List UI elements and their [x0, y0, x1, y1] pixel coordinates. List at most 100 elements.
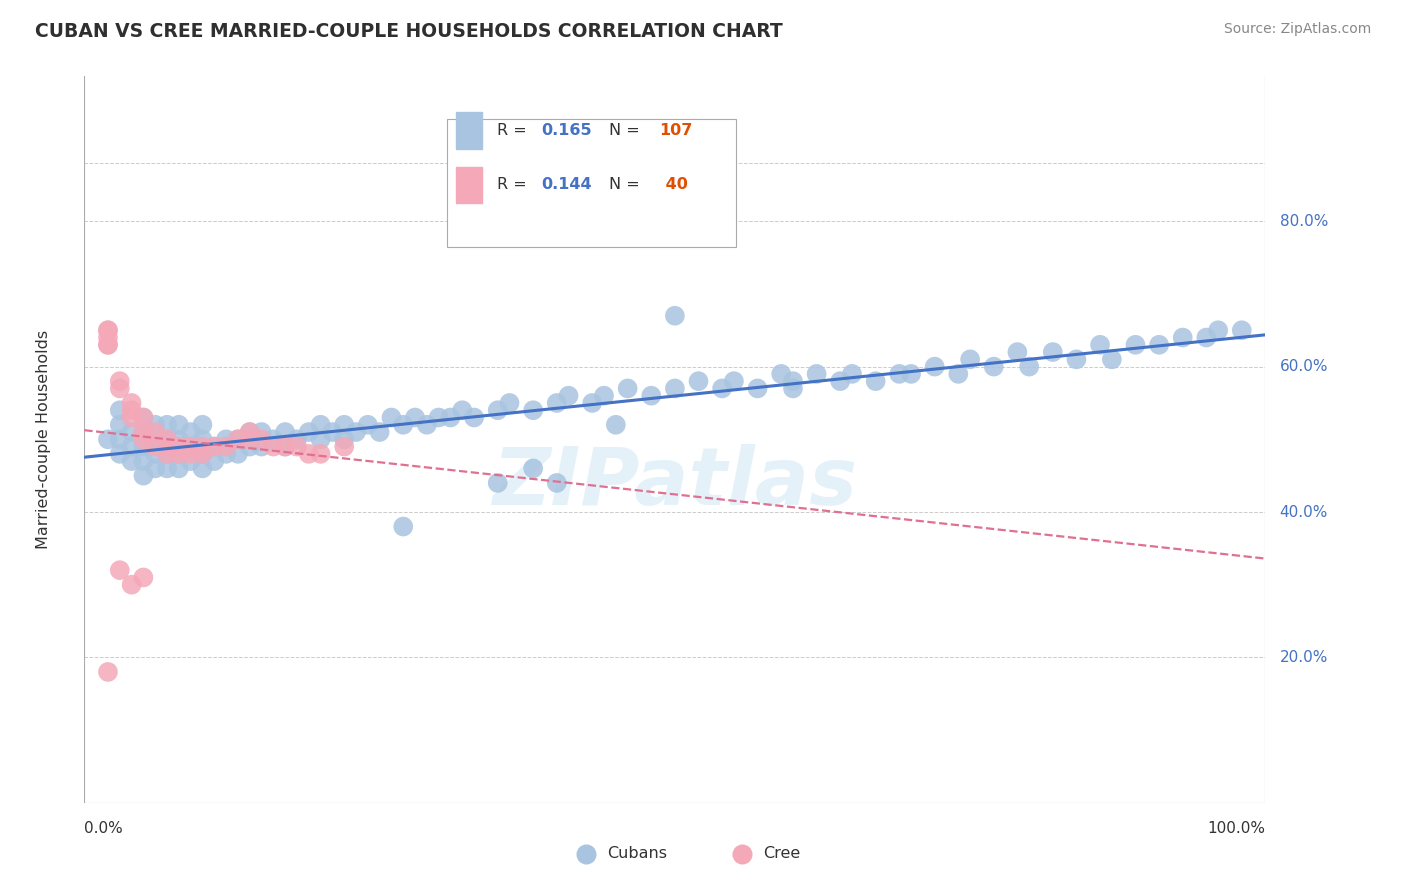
Point — [239, 440, 262, 454]
Point — [143, 440, 166, 454]
Point — [1195, 330, 1218, 344]
Point — [121, 578, 143, 592]
Point — [463, 410, 485, 425]
Point — [108, 417, 131, 432]
Point — [132, 425, 155, 439]
Point — [451, 403, 474, 417]
Point — [121, 454, 143, 468]
Point — [202, 440, 225, 454]
Point — [191, 447, 214, 461]
Point — [132, 425, 155, 439]
Point — [121, 440, 143, 454]
Point — [97, 323, 120, 337]
Point — [167, 447, 190, 461]
Point — [830, 374, 852, 388]
Point — [298, 425, 321, 439]
Point — [156, 461, 179, 475]
Point — [404, 410, 426, 425]
Point — [167, 432, 190, 446]
Point — [97, 432, 120, 446]
Point — [581, 396, 603, 410]
Point — [688, 374, 710, 388]
Point — [262, 440, 284, 454]
Text: R =: R = — [496, 123, 531, 138]
Point — [191, 440, 214, 454]
Point — [250, 425, 273, 439]
Point — [1088, 338, 1111, 352]
Point — [108, 381, 131, 395]
Point — [226, 447, 249, 461]
Point — [97, 338, 120, 352]
Point — [309, 432, 332, 446]
Point — [1007, 345, 1029, 359]
Text: N =: N = — [609, 123, 644, 138]
Text: Source: ZipAtlas.com: Source: ZipAtlas.com — [1223, 22, 1371, 37]
Point — [180, 447, 202, 461]
Point — [108, 563, 131, 577]
Point — [97, 330, 120, 344]
Point — [486, 475, 509, 490]
Point — [143, 447, 166, 461]
Bar — [457, 167, 482, 203]
Point — [121, 425, 143, 439]
Point — [143, 425, 166, 439]
Point — [156, 447, 179, 461]
Point — [747, 381, 769, 395]
Point — [121, 403, 143, 417]
Point — [416, 417, 439, 432]
Text: 100.0%: 100.0% — [1208, 821, 1265, 836]
Point — [1066, 352, 1088, 367]
Point — [427, 410, 450, 425]
Point — [274, 440, 297, 454]
Point — [143, 417, 166, 432]
Point — [616, 381, 638, 395]
Point — [132, 410, 155, 425]
Point — [333, 440, 356, 454]
Point — [731, 847, 754, 861]
Point — [900, 367, 922, 381]
Point — [1206, 323, 1229, 337]
Point — [1171, 330, 1194, 344]
Point — [226, 432, 249, 446]
Text: Married-couple Households: Married-couple Households — [35, 330, 51, 549]
FancyBboxPatch shape — [447, 120, 737, 247]
Point — [1125, 338, 1147, 352]
Point — [546, 475, 568, 490]
Point — [180, 440, 202, 454]
Point — [782, 381, 804, 395]
Point — [309, 447, 332, 461]
Point — [108, 432, 131, 446]
Point — [1042, 345, 1064, 359]
Point — [309, 417, 332, 432]
Point — [274, 425, 297, 439]
Point — [1147, 338, 1170, 352]
Point — [522, 403, 544, 417]
Point — [806, 367, 828, 381]
Point — [180, 425, 202, 439]
Point — [132, 410, 155, 425]
Point — [180, 454, 202, 468]
Point — [191, 447, 214, 461]
Point — [132, 468, 155, 483]
Point — [274, 440, 297, 454]
Text: 40.0%: 40.0% — [1279, 505, 1327, 519]
Point — [167, 461, 190, 475]
Point — [121, 396, 143, 410]
Point — [368, 425, 391, 439]
Point — [202, 454, 225, 468]
Text: 0.0%: 0.0% — [84, 821, 124, 836]
Point — [167, 417, 190, 432]
Point — [770, 367, 793, 381]
Point — [191, 461, 214, 475]
Point — [97, 323, 120, 337]
Point — [498, 396, 520, 410]
Point — [723, 374, 745, 388]
Point — [321, 425, 343, 439]
Point — [575, 847, 598, 861]
Point — [191, 417, 214, 432]
Point — [392, 417, 415, 432]
Text: Cree: Cree — [763, 847, 800, 861]
Text: R =: R = — [496, 178, 531, 193]
Text: Cubans: Cubans — [607, 847, 668, 861]
Point — [983, 359, 1005, 374]
